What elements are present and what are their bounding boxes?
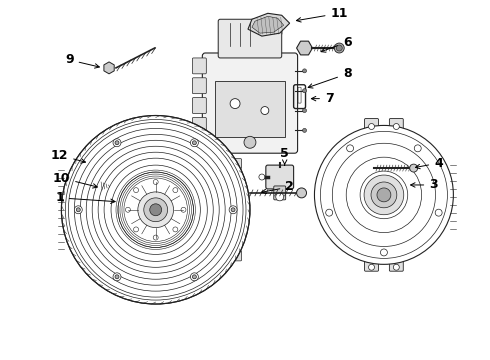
Polygon shape xyxy=(296,41,313,55)
Text: 11: 11 xyxy=(296,7,348,22)
Polygon shape xyxy=(223,160,237,260)
Circle shape xyxy=(346,145,354,152)
FancyBboxPatch shape xyxy=(365,259,378,271)
FancyBboxPatch shape xyxy=(193,78,206,94)
Circle shape xyxy=(153,235,158,240)
Circle shape xyxy=(74,206,82,214)
Circle shape xyxy=(368,123,374,130)
Circle shape xyxy=(125,207,130,212)
Circle shape xyxy=(134,188,139,193)
Circle shape xyxy=(302,89,307,93)
Polygon shape xyxy=(94,153,106,169)
FancyBboxPatch shape xyxy=(193,98,206,113)
Circle shape xyxy=(191,273,198,281)
Circle shape xyxy=(414,145,421,152)
Circle shape xyxy=(244,136,256,148)
Bar xyxy=(215,81,285,137)
Circle shape xyxy=(302,69,307,73)
Circle shape xyxy=(435,209,442,216)
Text: 1: 1 xyxy=(55,192,115,204)
FancyBboxPatch shape xyxy=(202,53,297,153)
Circle shape xyxy=(261,107,269,114)
Circle shape xyxy=(380,249,388,256)
Circle shape xyxy=(302,129,307,132)
Circle shape xyxy=(150,204,162,216)
FancyBboxPatch shape xyxy=(230,251,242,261)
Circle shape xyxy=(326,209,333,216)
Circle shape xyxy=(393,264,399,270)
Circle shape xyxy=(393,123,399,130)
Circle shape xyxy=(115,141,119,145)
Circle shape xyxy=(230,99,240,109)
Circle shape xyxy=(173,227,178,232)
Circle shape xyxy=(181,207,186,212)
Circle shape xyxy=(61,116,250,304)
Circle shape xyxy=(296,188,307,198)
Polygon shape xyxy=(91,150,109,172)
Circle shape xyxy=(276,193,284,201)
Circle shape xyxy=(334,43,344,53)
Circle shape xyxy=(368,264,374,270)
Text: 6: 6 xyxy=(321,36,351,52)
Circle shape xyxy=(134,227,139,232)
Text: 8: 8 xyxy=(308,67,351,88)
Text: 3: 3 xyxy=(411,179,438,192)
FancyBboxPatch shape xyxy=(390,118,403,130)
Circle shape xyxy=(259,174,265,180)
FancyBboxPatch shape xyxy=(230,159,242,168)
FancyBboxPatch shape xyxy=(274,186,286,200)
FancyBboxPatch shape xyxy=(390,259,403,271)
Circle shape xyxy=(229,206,237,214)
Circle shape xyxy=(371,182,397,208)
FancyBboxPatch shape xyxy=(266,165,294,189)
FancyBboxPatch shape xyxy=(193,58,206,74)
Circle shape xyxy=(173,188,178,193)
Text: 12: 12 xyxy=(50,149,85,163)
Circle shape xyxy=(113,139,121,147)
Circle shape xyxy=(191,139,198,147)
Circle shape xyxy=(302,109,307,113)
Circle shape xyxy=(410,164,417,172)
Circle shape xyxy=(193,275,196,279)
Circle shape xyxy=(336,45,342,51)
FancyBboxPatch shape xyxy=(365,118,378,130)
Circle shape xyxy=(76,208,80,212)
Polygon shape xyxy=(248,13,290,36)
Circle shape xyxy=(138,192,173,228)
Circle shape xyxy=(364,175,404,215)
Polygon shape xyxy=(99,180,111,192)
Text: 7: 7 xyxy=(311,92,334,105)
FancyBboxPatch shape xyxy=(193,117,206,133)
Text: 4: 4 xyxy=(416,157,443,170)
Text: 5: 5 xyxy=(280,147,289,165)
FancyBboxPatch shape xyxy=(218,19,282,58)
Circle shape xyxy=(193,141,196,145)
FancyBboxPatch shape xyxy=(298,87,301,103)
Circle shape xyxy=(377,188,391,202)
Circle shape xyxy=(113,273,121,281)
Circle shape xyxy=(315,125,453,264)
Circle shape xyxy=(144,198,168,222)
Text: 9: 9 xyxy=(65,53,99,68)
Circle shape xyxy=(231,208,235,212)
Text: 10: 10 xyxy=(53,171,98,188)
Text: 2: 2 xyxy=(262,180,294,194)
Polygon shape xyxy=(252,16,284,33)
Polygon shape xyxy=(104,62,114,74)
Circle shape xyxy=(115,275,119,279)
Circle shape xyxy=(153,180,158,184)
